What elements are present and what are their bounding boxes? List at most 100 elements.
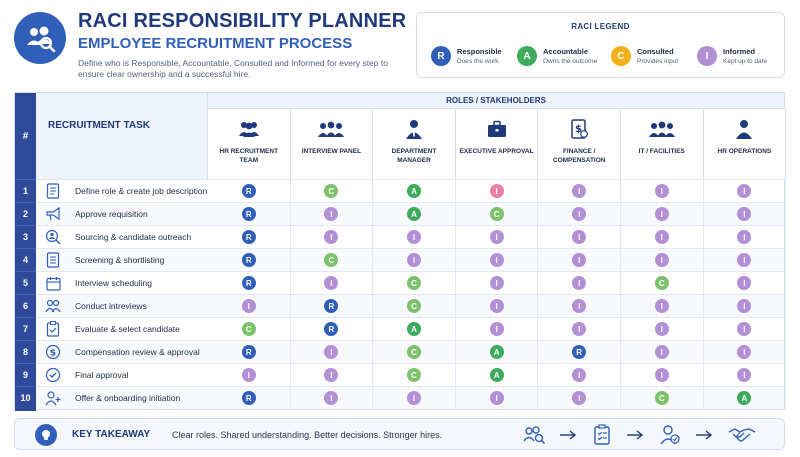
raci-badge-a: A: [406, 207, 421, 221]
raci-cell: I: [538, 272, 621, 294]
raci-cell: C: [621, 272, 704, 294]
raci-badge-i: I: [489, 253, 504, 267]
raci-cell: I: [704, 226, 787, 248]
legend-desc: Provides input: [637, 58, 679, 65]
raci-cell: R: [208, 387, 291, 409]
checklist-icon: [590, 424, 614, 446]
handshake-icon: [727, 424, 757, 446]
raci-badge-i: I: [572, 391, 587, 405]
role-label: EXECUTIVE APPROVAL: [459, 148, 534, 155]
raci-cell: R: [208, 272, 291, 294]
task-label: Final approval: [75, 370, 129, 380]
role-label: HR OPERATIONS: [717, 148, 772, 155]
raci-badge-i: I: [406, 391, 421, 405]
panel-icon: [291, 119, 373, 139]
raci-cell: I: [456, 180, 539, 202]
raci-badge-c: C: [654, 391, 669, 405]
table-row: Interview scheduling R I C I I C I: [36, 271, 787, 294]
people-icon: [45, 298, 61, 314]
manager-icon: [373, 119, 455, 139]
raci-legend: RACI LEGEND R Responsible Does the work …: [416, 12, 785, 78]
raci-cell: I: [704, 203, 787, 225]
row-number: 7: [15, 317, 36, 340]
raci-badge-i: I: [489, 322, 504, 336]
raci-badge-i: I: [737, 276, 752, 290]
raci-badge-i: I: [654, 230, 669, 244]
raci-cell: A: [456, 364, 539, 386]
finance-doc-icon: $: [538, 119, 620, 139]
raci-cell: A: [373, 180, 456, 202]
raci-badge-i: I: [489, 230, 504, 244]
raci-badge-i: I: [654, 184, 669, 198]
raci-badge-i: I: [324, 345, 339, 359]
raci-badge-i: I: [737, 230, 752, 244]
legend-desc: Kept up to date: [723, 58, 768, 65]
briefcase-icon: [456, 119, 538, 139]
raci-cell: I: [456, 387, 539, 409]
raci-badge-i: I: [572, 230, 587, 244]
raci-badge-i: I: [572, 184, 587, 198]
raci-cell: I: [208, 364, 291, 386]
raci-cell: I: [538, 387, 621, 409]
arrow-right-icon: [694, 424, 714, 446]
raci-badge-a: A: [406, 184, 421, 198]
raci-cell: I: [208, 295, 291, 317]
task-header-label: RECRUITMENT TASK: [48, 120, 151, 131]
search-person-icon: [45, 229, 61, 245]
raci-badge-c: C: [654, 276, 669, 290]
row-number: 5: [15, 271, 36, 294]
check-circle-icon: [45, 367, 61, 383]
task-label: Screening & shortlisting: [75, 255, 165, 265]
table-row: Offer & onboarding initiation R I I I I C A: [36, 386, 787, 409]
page-subtitle: EMPLOYEE RECRUITMENT PROCESS: [78, 35, 353, 52]
table-row: Screening & shortlisting R C I I I I I: [36, 248, 787, 271]
money-icon: $: [45, 344, 61, 360]
raci-badge-i: I: [654, 253, 669, 267]
raci-cell: I: [621, 249, 704, 271]
raci-cell: R: [208, 226, 291, 248]
raci-cell: I: [373, 249, 456, 271]
clipboard-icon: [45, 321, 61, 337]
raci-badge-c: C: [406, 345, 421, 359]
raci-cell: I: [704, 272, 787, 294]
raci-badge-i: I: [324, 368, 339, 382]
raci-cell: R: [208, 249, 291, 271]
page-description: Define who is Responsible, Accountable, …: [78, 58, 388, 79]
raci-badge-r: R: [324, 299, 339, 313]
task-header: RECRUITMENT TASK: [36, 93, 208, 179]
raci-cell: I: [704, 364, 787, 386]
key-takeaway-text: Clear roles. Shared understanding. Bette…: [172, 430, 443, 440]
svg-text:$: $: [50, 349, 56, 359]
lightbulb-icon: [35, 424, 57, 446]
raci-badge-i: I: [324, 276, 339, 290]
raci-cell: I: [704, 295, 787, 317]
raci-cell: I: [621, 364, 704, 386]
raci-badge-i: I: [489, 391, 504, 405]
raci-cell: I: [291, 203, 374, 225]
raci-badge-i: I: [406, 253, 421, 267]
role-header: IT / FACILITIES: [621, 109, 704, 179]
raci-badge-c: C: [406, 276, 421, 290]
raci-badge-r: R: [324, 322, 339, 336]
raci-cell: I: [621, 341, 704, 363]
raci-badge-i: I: [737, 368, 752, 382]
raci-badge-i: I: [241, 368, 256, 382]
raci-cell: A: [704, 387, 787, 409]
raci-cell: R: [208, 203, 291, 225]
row-number: 1: [15, 179, 36, 202]
task-label: Define role & create job description: [75, 186, 208, 196]
raci-badge-r: R: [241, 184, 256, 198]
row-number: 4: [15, 248, 36, 271]
raci-badge-i: I: [489, 184, 504, 198]
raci-badge-r: R: [572, 345, 587, 359]
raci-cell: A: [373, 318, 456, 340]
role-header: $ FINANCE / COMPENSATION: [538, 109, 621, 179]
role-label: INTERVIEW PANEL: [301, 148, 362, 155]
raci-cell: I: [456, 318, 539, 340]
checklist-icon: [45, 252, 61, 268]
raci-badge-r: R: [241, 207, 256, 221]
raci-badge-i: I: [324, 230, 339, 244]
user-add-icon: [45, 390, 61, 406]
raci-badge-r: R: [241, 391, 256, 405]
raci-badge-i: I: [406, 230, 421, 244]
